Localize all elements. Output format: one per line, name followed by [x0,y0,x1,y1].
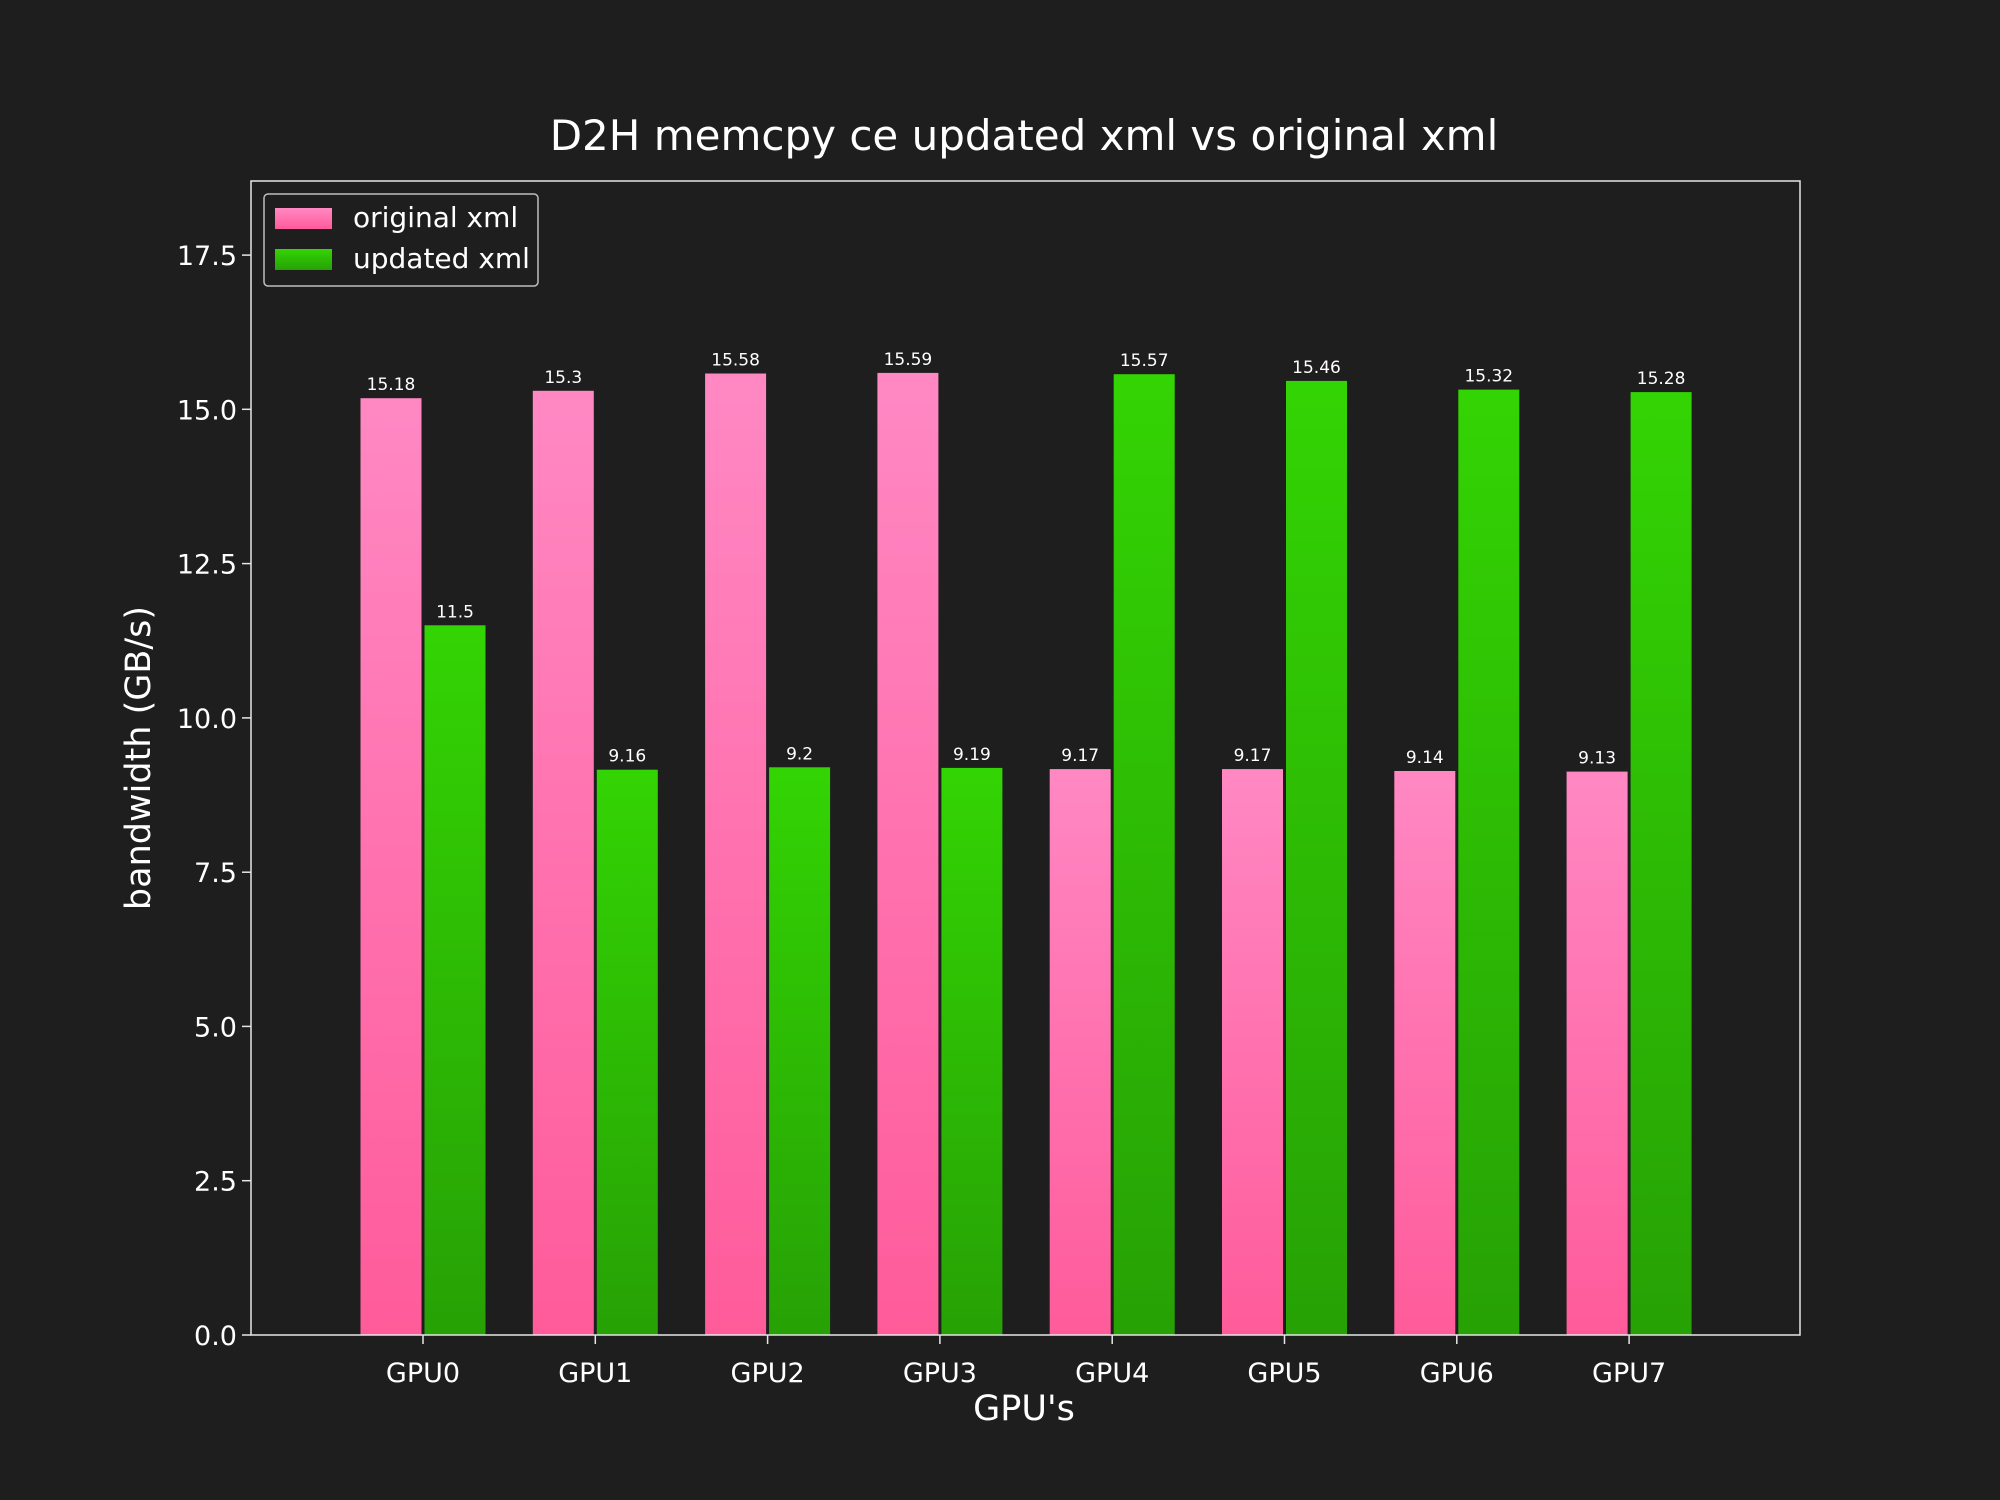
x-tick-label-gpu4: GPU4 [1075,1358,1149,1389]
data-label-updated-xml-gpu2: 9.2 [786,744,813,764]
bar-original-xml-gpu6 [1394,771,1456,1335]
data-label-updated-xml-gpu1: 9.16 [608,747,646,767]
bar-updated-xml-gpu6 [1458,389,1520,1336]
chart-title: D2H memcpy ce updated xml vs original xm… [550,111,1499,160]
y-tick-label: 5.0 [194,1012,237,1043]
data-label-updated-xml-gpu7: 15.28 [1637,369,1686,389]
data-label-original-xml-gpu2: 15.58 [711,351,760,371]
bar-updated-xml-gpu2 [769,767,831,1335]
data-label-updated-xml-gpu5: 15.46 [1292,358,1341,378]
bar-original-xml-gpu2 [705,373,767,1335]
y-tick-label: 7.5 [194,858,237,889]
y-axis-label: bandwidth (GB/s) [119,606,159,910]
data-label-original-xml-gpu1: 15.3 [544,368,582,388]
data-label-original-xml-gpu3: 15.59 [884,350,933,370]
data-label-updated-xml-gpu0: 11.5 [436,602,474,622]
data-label-original-xml-gpu6: 9.14 [1406,748,1444,768]
data-label-updated-xml-gpu4: 15.57 [1120,351,1169,371]
bar-updated-xml-gpu0 [424,625,486,1335]
legend: original xml updated xml [263,193,539,287]
x-tick-label-gpu7: GPU7 [1592,1358,1666,1389]
bar-updated-xml-gpu3 [941,767,1003,1335]
y-tick-label: 17.5 [177,241,237,272]
x-axis-label: GPU's [973,1389,1075,1429]
x-tick-label-gpu2: GPU2 [731,1358,805,1389]
bar-labels-layer: 15.18 11.5 15.3 9.16 15.58 9.2 15.59 9.19 9.17 15… [367,350,1686,769]
data-label-original-xml-gpu5: 9.17 [1234,746,1272,766]
x-tick-label-gpu5: GPU5 [1247,1358,1321,1389]
x-tick-label-gpu0: GPU0 [386,1358,460,1389]
x-axis: GPU0 GPU1 GPU2 GPU3 GPU4 GPU5 GPU6 GPU7 [386,1335,1666,1389]
bar-updated-xml-gpu4 [1113,374,1175,1335]
x-tick-label-gpu6: GPU6 [1420,1358,1494,1389]
y-tick-label: 15.0 [177,395,237,426]
legend-frame [263,193,539,287]
bar-updated-xml-gpu5 [1286,380,1347,1335]
plot-frame [250,180,1801,1336]
data-label-original-xml-gpu0: 15.18 [367,375,416,395]
legend-swatch-updated-xml [275,249,332,270]
y-tick-label: 0.0 [194,1321,237,1352]
bar-original-xml-gpu1 [532,390,594,1335]
y-tick-label: 2.5 [194,1167,237,1198]
data-label-original-xml-gpu7: 9.13 [1578,749,1616,769]
y-tick-label: 12.5 [177,550,237,581]
x-tick-label-gpu3: GPU3 [903,1358,977,1389]
bar-updated-xml-gpu7 [1630,392,1692,1336]
bars-layer [360,372,1692,1336]
data-label-updated-xml-gpu6: 15.32 [1464,367,1513,387]
bar-original-xml-gpu0 [360,398,422,1335]
x-tick-label-gpu1: GPU1 [558,1358,632,1389]
bar-original-xml-gpu7 [1566,771,1628,1335]
legend-label-original-xml: original xml [353,201,518,234]
legend-label-updated-xml: updated xml [353,242,530,275]
y-tick-label: 10.0 [177,704,237,735]
y-axis: 0.0 2.5 5.0 7.5 10.0 12.5 15.0 17.5 [177,241,251,1352]
bar-updated-xml-gpu1 [596,769,658,1335]
bar-original-xml-gpu4 [1049,769,1111,1335]
bar-original-xml-gpu3 [877,372,939,1335]
bar-original-xml-gpu5 [1222,769,1283,1335]
data-label-updated-xml-gpu3: 9.19 [953,745,991,765]
data-label-original-xml-gpu4: 9.17 [1061,746,1099,766]
legend-swatch-original-xml [275,208,332,229]
